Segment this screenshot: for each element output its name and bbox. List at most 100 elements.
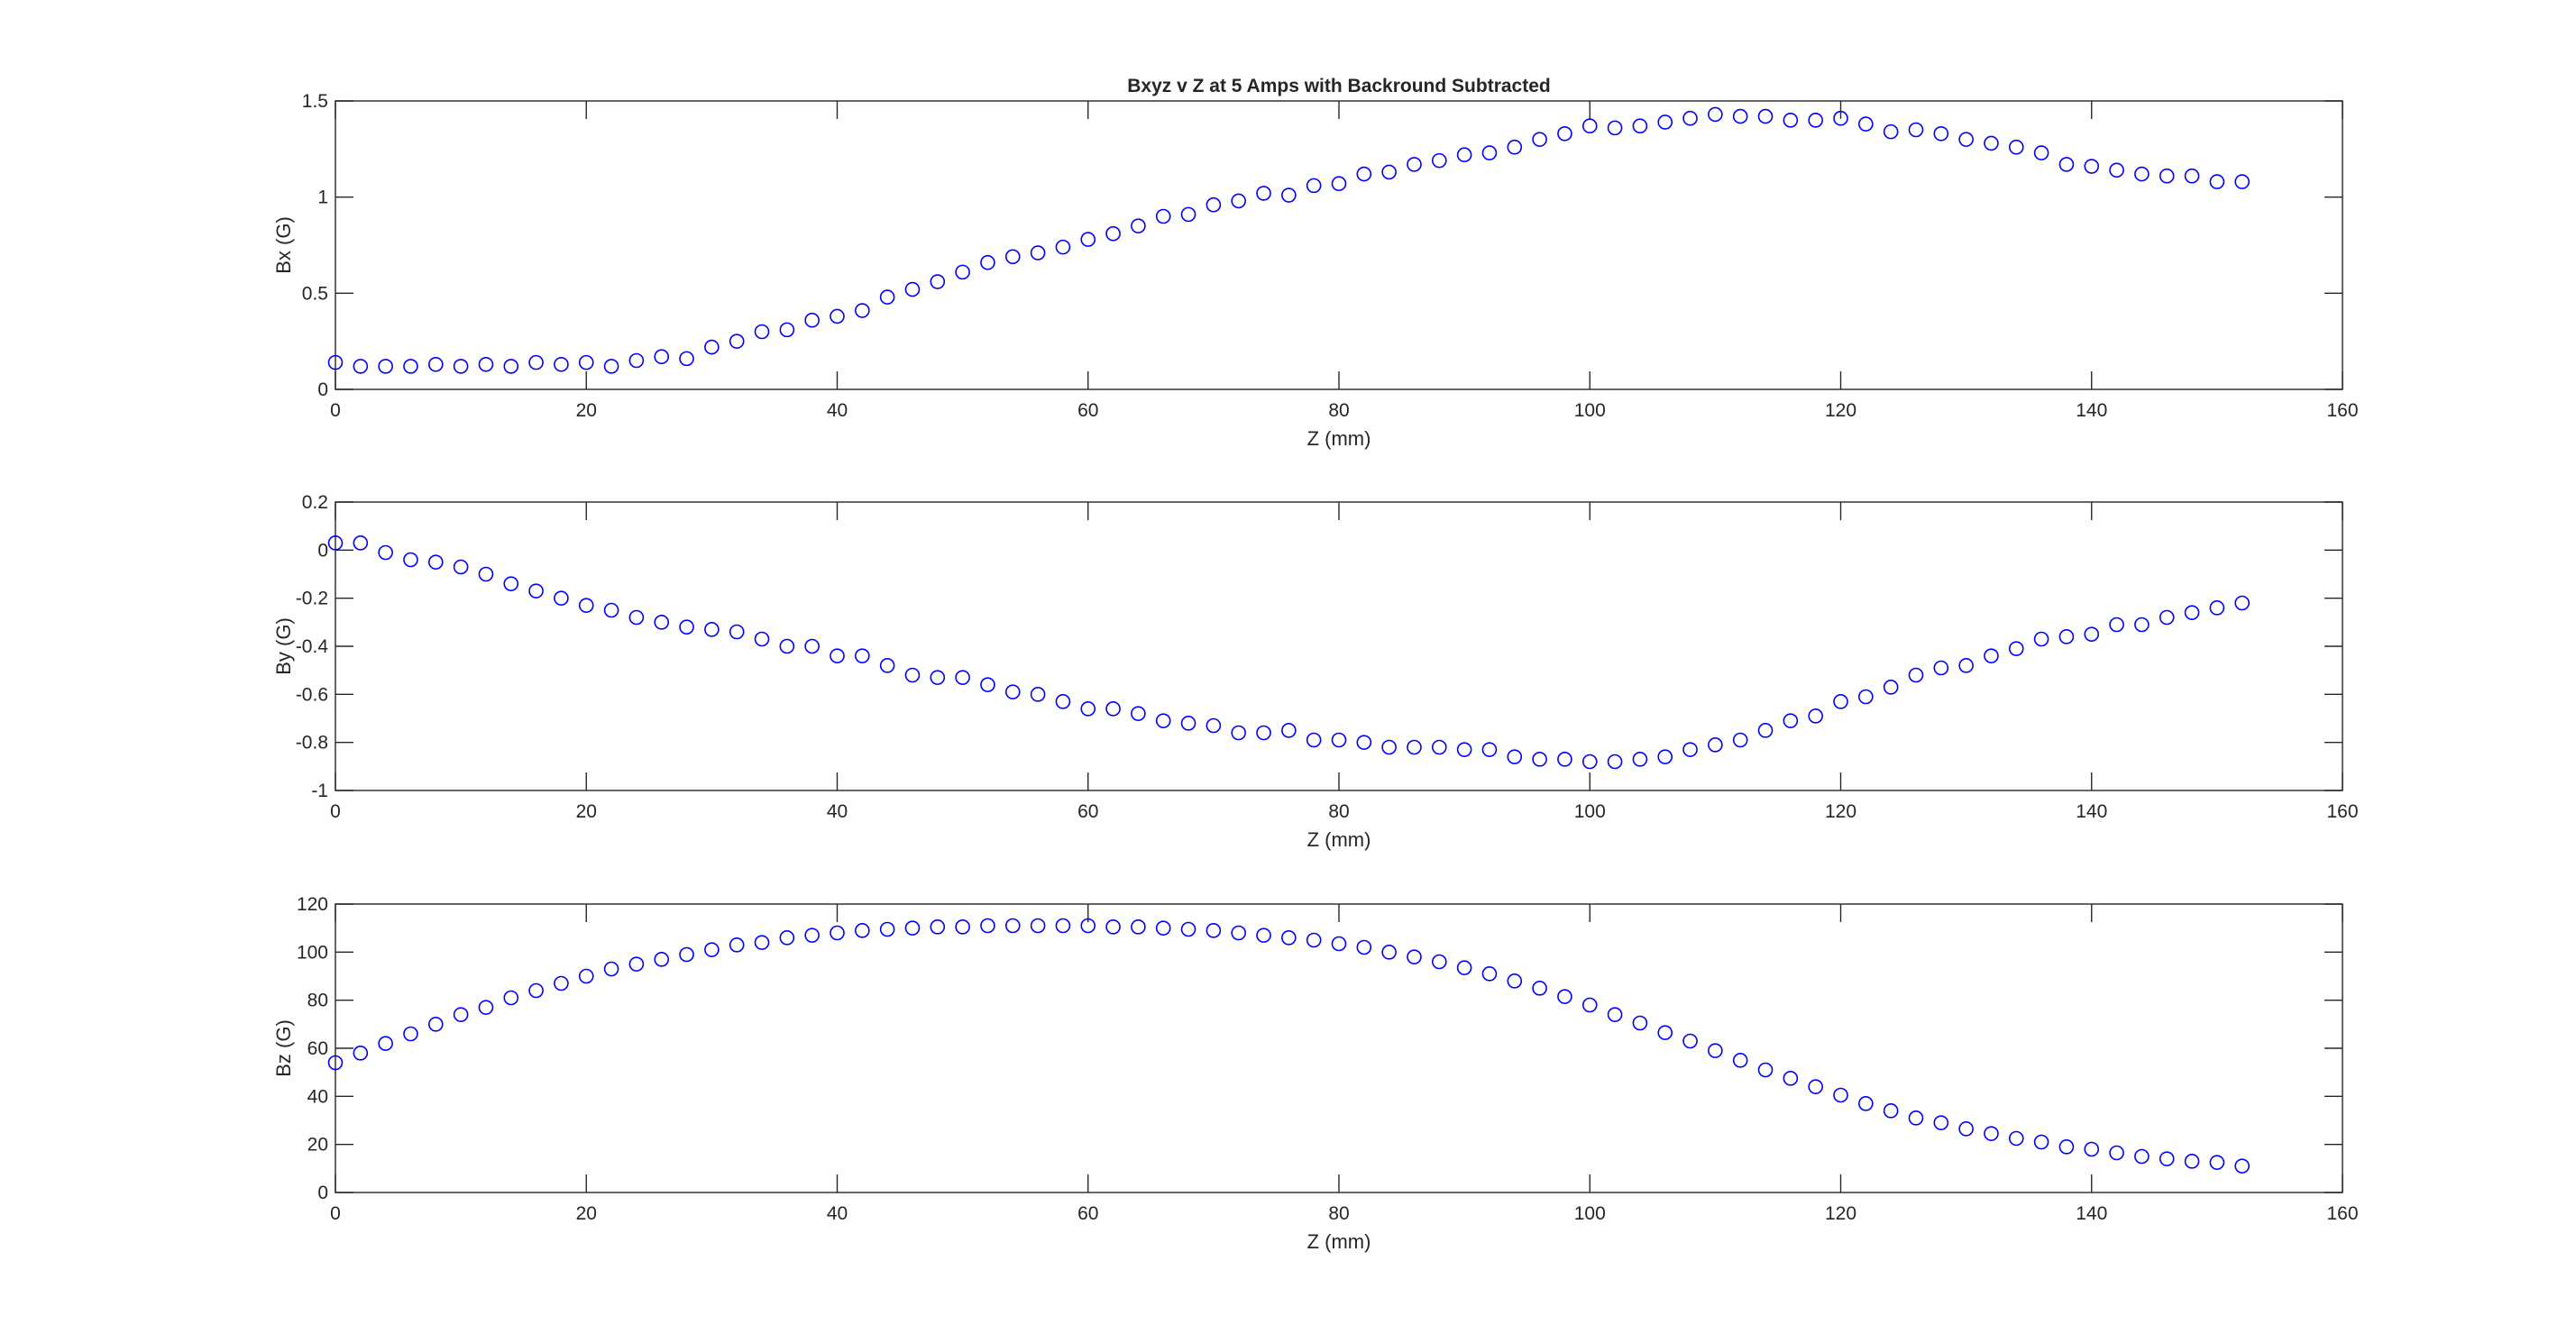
data-point — [353, 359, 369, 374]
x-tick-label: 100 — [1574, 400, 1606, 421]
data-point — [904, 920, 921, 936]
data-point — [1180, 921, 1196, 937]
x-tick-label: 140 — [2076, 1203, 2107, 1224]
data-point — [2109, 1145, 2124, 1161]
data-point — [1155, 713, 1171, 728]
data-point — [453, 1007, 469, 1022]
data-point — [1657, 1025, 1673, 1040]
x-tick-label: 80 — [1328, 400, 1349, 421]
data-point — [830, 308, 845, 324]
data-point — [1933, 125, 1949, 142]
data-point — [830, 648, 845, 663]
data-point — [654, 615, 670, 630]
data-point — [1883, 123, 1899, 140]
data-point — [503, 576, 519, 591]
data-point — [628, 352, 645, 369]
y-tick-label: 1 — [317, 187, 328, 208]
data-point — [2184, 168, 2200, 184]
data-point — [528, 354, 544, 370]
data-point — [2184, 605, 2200, 620]
data-point — [2058, 1139, 2075, 1155]
y-tick-label: -1 — [311, 781, 328, 801]
data-point — [955, 919, 970, 935]
data-point — [478, 1000, 494, 1015]
data-point — [1883, 680, 1899, 695]
data-point — [1004, 249, 1021, 265]
data-point — [1607, 1007, 1623, 1022]
data-point — [603, 961, 619, 977]
data-point — [654, 952, 670, 967]
data-point — [2209, 600, 2225, 616]
y-tick-label: -0.2 — [296, 589, 328, 609]
y-tick-label: 0.5 — [302, 283, 328, 304]
x-tick-label: 0 — [330, 801, 341, 822]
data-point — [1581, 997, 1598, 1013]
data-point — [1055, 694, 1071, 709]
data-point — [1030, 245, 1046, 260]
data-point — [453, 359, 469, 374]
data-point — [930, 274, 946, 289]
data-point — [503, 359, 519, 374]
data-point — [1783, 113, 1799, 128]
data-point — [1231, 925, 1246, 941]
x-tick-label: 80 — [1328, 1203, 1349, 1224]
data-point — [1858, 116, 1874, 132]
data-point — [603, 602, 619, 618]
data-point — [1407, 157, 1422, 172]
data-point — [1407, 739, 1422, 755]
data-point — [1808, 708, 1823, 724]
data-point — [1507, 139, 1523, 155]
subplot-2: 0 20 40 60 80 100 120 140 160 -1 -0.8 -0.6 -0.4 -0.2 0… — [272, 492, 2359, 851]
data-point — [2058, 629, 2075, 644]
data-point — [2033, 1134, 2049, 1150]
data-point — [1231, 725, 1246, 741]
data-point — [955, 264, 970, 280]
data-point — [679, 351, 694, 367]
axes-box — [335, 501, 2343, 791]
data-point — [754, 324, 770, 340]
data-point — [603, 359, 619, 374]
x-tick-label: 20 — [576, 801, 597, 822]
data-point — [804, 927, 820, 943]
y-axis-label: By (G) — [272, 617, 295, 675]
data-point — [578, 354, 594, 370]
data-point — [1557, 125, 1572, 142]
data-point — [1682, 1033, 1698, 1049]
y-tick-label: 0 — [317, 379, 328, 400]
data-point — [754, 935, 770, 950]
data-point — [804, 638, 820, 654]
data-point — [1757, 108, 1774, 124]
data-point — [628, 956, 645, 972]
data-point — [1783, 713, 1799, 728]
x-tick-label: 60 — [1077, 801, 1098, 822]
data-point — [1732, 1053, 1748, 1068]
data-point — [1858, 689, 1874, 705]
x-tick-label: 80 — [1328, 801, 1349, 822]
data-point — [1306, 932, 1322, 948]
data-point — [2008, 139, 2024, 155]
data-point — [353, 535, 369, 551]
data-point — [427, 554, 444, 570]
data-point — [528, 583, 544, 598]
data-point — [578, 598, 594, 613]
axes-box — [335, 100, 2343, 390]
y-tick-label: 1.5 — [302, 91, 328, 112]
data-point — [554, 590, 569, 606]
data-point — [679, 619, 694, 635]
data-point — [1632, 752, 1648, 767]
data-point — [327, 354, 344, 370]
y-tick-label: -0.8 — [296, 733, 328, 754]
data-point — [1131, 706, 1146, 721]
data-point — [1708, 737, 1723, 753]
data-point — [1030, 918, 1046, 934]
data-point — [1507, 749, 1523, 764]
x-tick-label: 40 — [827, 1203, 848, 1224]
data-point — [1155, 920, 1171, 936]
data-point — [1432, 152, 1447, 169]
data-point — [1557, 989, 1572, 1004]
data-point — [930, 670, 946, 685]
data-point — [1306, 178, 1322, 194]
x-tick-label: 60 — [1077, 1203, 1098, 1224]
x-tick-label: 20 — [576, 400, 597, 421]
data-point — [1456, 147, 1472, 163]
